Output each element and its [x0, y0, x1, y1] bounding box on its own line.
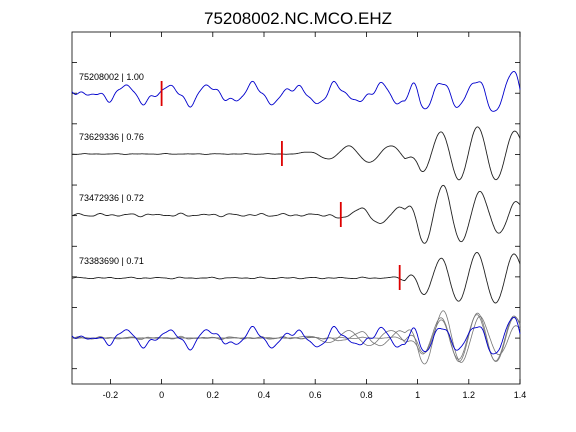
plot-frame [71, 31, 521, 385]
x-tick-label: 0 [159, 390, 164, 400]
trace-label-3: 73472936 | 0.72 [79, 193, 144, 203]
overlay-line-gray-1 [71, 312, 521, 363]
x-tick-label: 0.6 [309, 390, 322, 400]
overlay-line-blue [71, 316, 521, 355]
chart-title: 75208002.NC.MCO.EHZ [204, 9, 392, 28]
x-tick-label: 1.4 [514, 390, 527, 400]
overlay-trace-group [71, 310, 521, 365]
trace-label-1: 75208002 | 1.00 [79, 72, 144, 82]
trace-group: 75208002 | 1.00 73629336 | 0.76 73472936 |… [71, 70, 521, 304]
trace-label-2: 73629336 | 0.76 [79, 132, 144, 142]
x-tick-label: 1 [415, 390, 420, 400]
overlay-line-gray-3 [71, 314, 521, 362]
trace-line-2 [72, 126, 521, 181]
x-tick-label: 0.2 [207, 390, 220, 400]
trace-line-3 [71, 184, 521, 244]
y-axis [72, 62, 520, 370]
trace-line-4 [71, 252, 521, 304]
trace-line-1 [71, 70, 521, 112]
x-tick-label: 0.4 [258, 390, 271, 400]
x-tick-label: 1.2 [463, 390, 476, 400]
x-tick-label: 0.8 [360, 390, 373, 400]
trace-label-4: 73383690 | 0.71 [79, 256, 144, 266]
x-tick-label: -0.2 [103, 390, 119, 400]
x-axis: -0.2 0 0.2 0.4 0.6 0.8 1 1.2 1.4 [103, 32, 527, 400]
